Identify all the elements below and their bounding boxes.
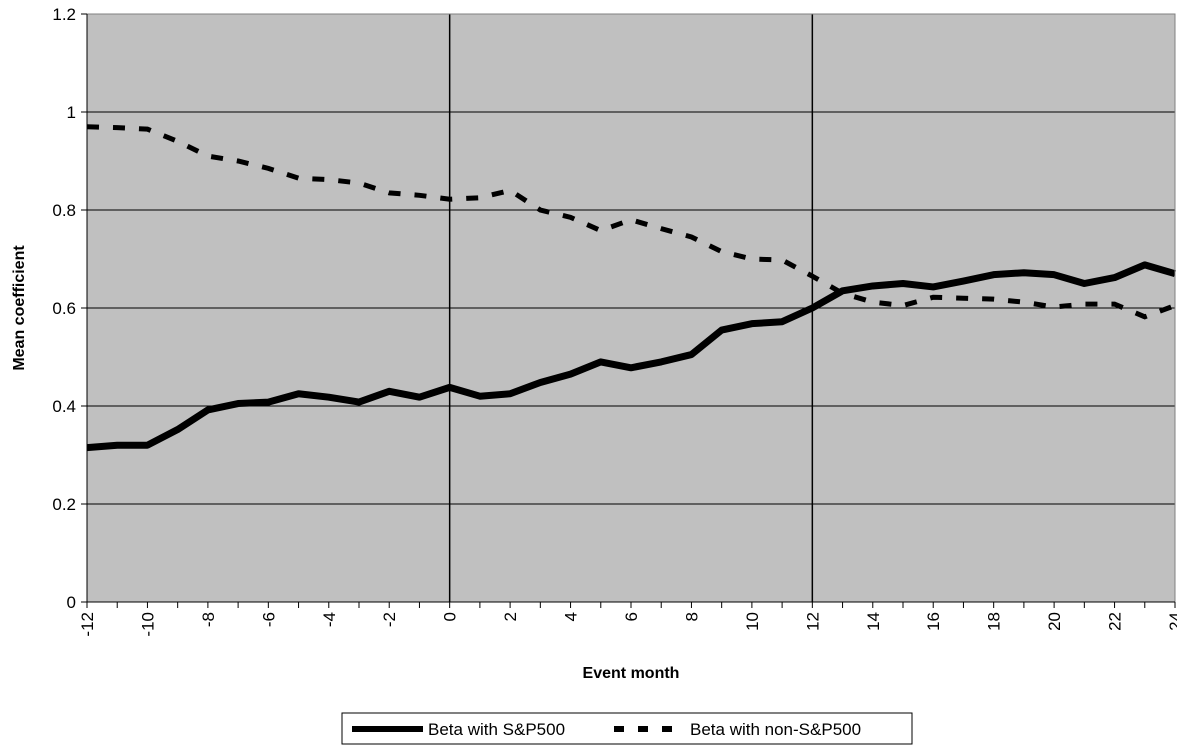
x-tick-label: -8	[199, 612, 218, 627]
y-tick-label: 0.2	[52, 495, 76, 514]
x-tick-label: 20	[1045, 612, 1064, 631]
y-tick-label: 0.8	[52, 201, 76, 220]
x-tick-label: 16	[924, 612, 943, 631]
x-tick-label: 0	[441, 612, 460, 621]
y-tick-label: 1.2	[52, 5, 76, 24]
x-tick-label: -4	[320, 612, 339, 627]
x-tick-label: 8	[682, 612, 701, 621]
legend: Beta with S&P500 Beta with non-S&P500	[341, 712, 913, 745]
x-tick-label: 2	[501, 612, 520, 621]
x-tick-label: -12	[78, 612, 97, 637]
y-axis-ticks: 0 0.2 0.4 0.6 0.8 1 1.2	[52, 5, 87, 612]
x-tick-label: 10	[743, 612, 762, 631]
x-tick-label: 24	[1166, 612, 1177, 631]
x-tick-label: 14	[864, 612, 883, 631]
x-tick-label: -6	[259, 612, 278, 627]
x-axis-title: Event month	[583, 665, 680, 682]
x-tick-label: -2	[380, 612, 399, 627]
x-tick-label: 6	[622, 612, 641, 621]
series-line-non-sp500	[86, 124, 1176, 320]
x-tick-label: 4	[562, 612, 581, 621]
series-lines	[86, 124, 1176, 452]
series-line-sp500	[86, 261, 1176, 452]
x-tick-label: 22	[1106, 612, 1125, 631]
x-tick-label: -10	[138, 612, 157, 637]
x-tick-label: 12	[803, 612, 822, 631]
y-tick-label: 0	[67, 593, 76, 612]
y-tick-label: 0.4	[52, 397, 76, 416]
x-tick-label: 18	[985, 612, 1004, 631]
y-axis-title: Mean coefficient	[11, 245, 28, 371]
y-tick-label: 1	[67, 103, 76, 122]
legend-label-series-2: Beta with non-S&P500	[690, 720, 861, 739]
x-axis-ticks: -12 -10 -8 -6 -4 -2 0 2 4 6 8 10 12 14 16 18 20 22 24	[78, 602, 1177, 637]
legend-box	[341, 712, 913, 745]
legend-label-series-1: Beta with S&P500	[428, 720, 565, 739]
y-tick-label: 0.6	[52, 299, 76, 318]
